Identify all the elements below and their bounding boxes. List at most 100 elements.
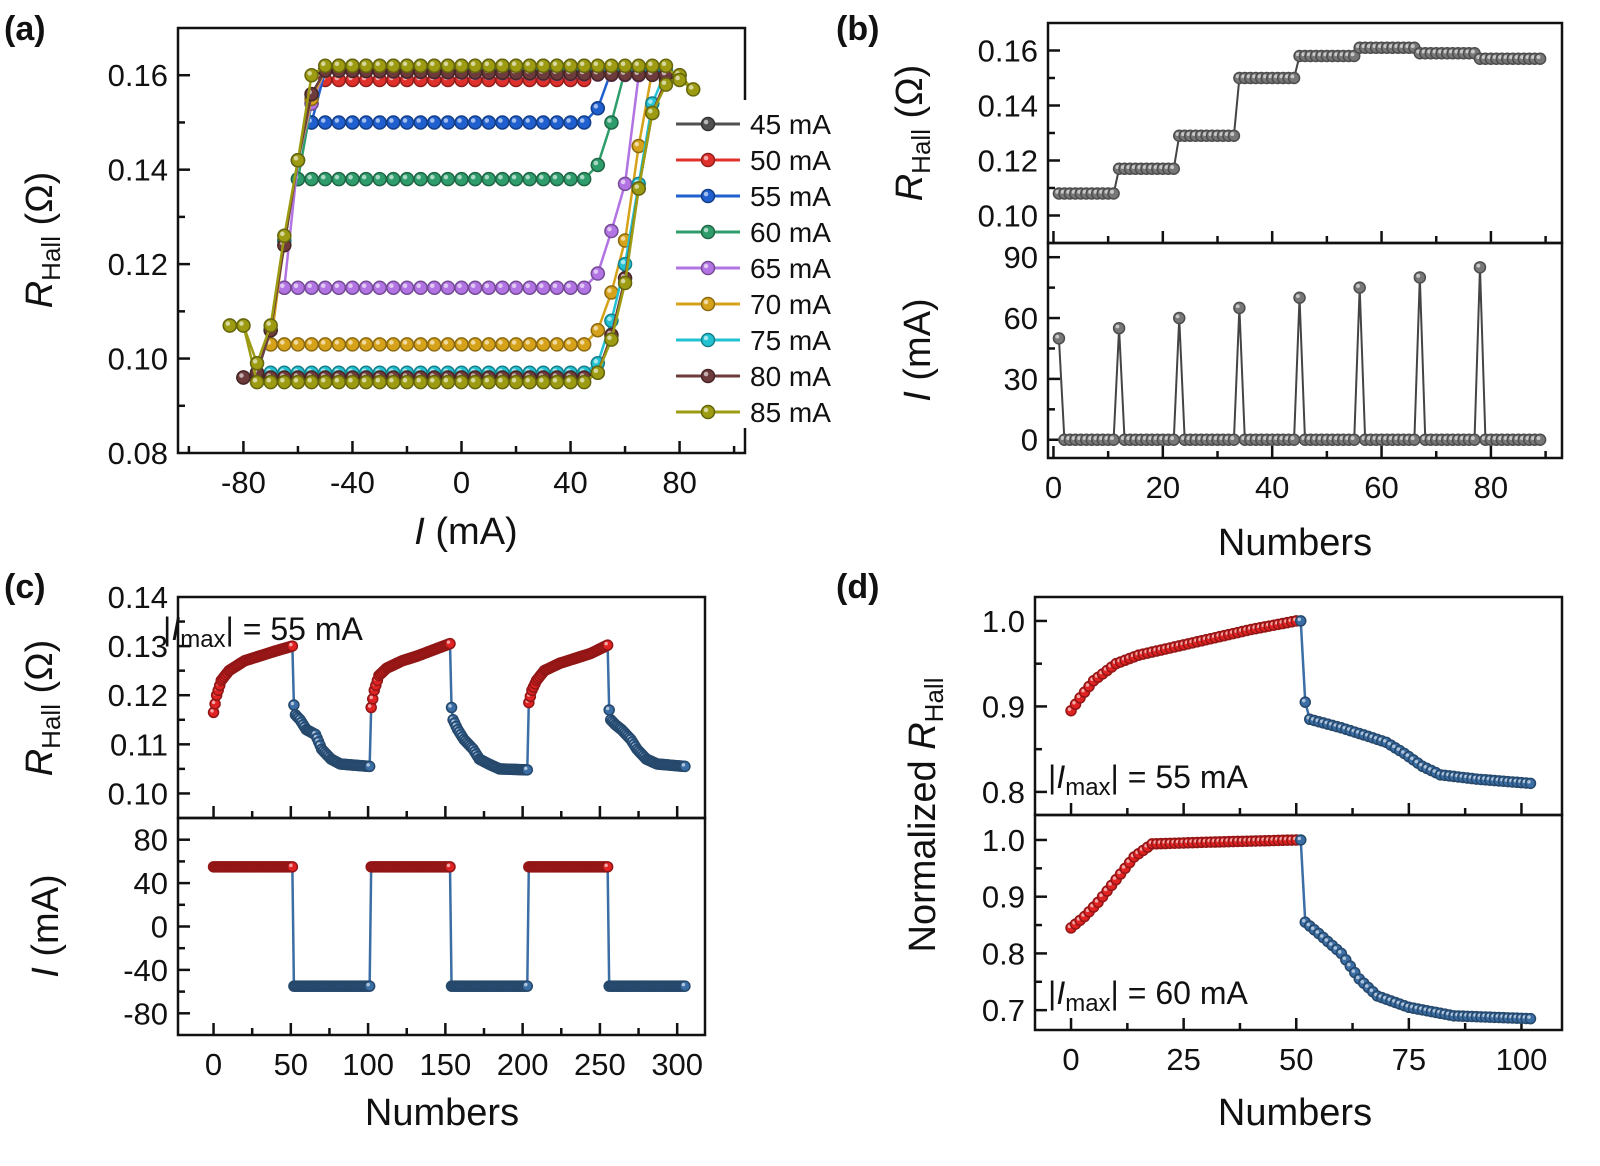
data-point	[481, 171, 497, 187]
data-point-highlight	[320, 283, 326, 289]
data-point-highlight	[484, 283, 490, 289]
legend-marker	[700, 188, 716, 204]
data-point	[331, 337, 347, 352]
data-point-highlight	[511, 377, 517, 383]
legend: 45 mA 50 mA 55 mA 60 mA 65 mA 70 mA 75 mA 80 mA…	[668, 100, 843, 428]
b-x-axis-title: Numbers	[1218, 522, 1372, 564]
data-point-highlight	[320, 61, 326, 67]
data-point-highlight	[511, 61, 517, 67]
data-point-highlight	[1365, 984, 1369, 988]
data-point	[467, 58, 483, 74]
data-point	[317, 280, 333, 295]
c-top-y-tick-label: 0.12	[108, 678, 168, 713]
data-point-highlight	[607, 226, 612, 232]
data-point	[685, 82, 701, 97]
data-point-highlight	[566, 61, 571, 67]
data-point	[331, 280, 347, 295]
data-point-highlight	[605, 706, 610, 711]
data-point-highlight	[1470, 49, 1475, 54]
data-point-highlight	[498, 61, 503, 67]
data-point	[277, 228, 292, 244]
data-point-highlight	[579, 174, 585, 180]
data-point-highlight	[566, 340, 571, 345]
data-point-highlight	[1175, 314, 1180, 319]
data-point-highlight	[1414, 759, 1419, 764]
data-point	[467, 171, 483, 187]
data-point	[345, 337, 360, 352]
data-point-highlight	[1410, 436, 1415, 441]
data-point	[426, 280, 442, 295]
chart-a: -80 -40 0 40 80 0.08 0.10 0.12 0.14 0.16 45 mA 50 m…	[108, 26, 843, 500]
a-x-tick-label: 80	[662, 465, 696, 500]
c-bottom-x-tick-label: 50	[274, 1047, 308, 1082]
data-point	[440, 280, 456, 295]
data-point-highlight	[334, 340, 340, 345]
data-point-highlight	[1350, 436, 1355, 441]
c-bottom-y-tick-label: 40	[134, 866, 168, 901]
b-bottom-y-tick-label: 0	[1021, 423, 1038, 458]
data-point	[290, 374, 306, 390]
data-point	[495, 115, 510, 130]
b-bottom-x-tick-label: 0	[1045, 470, 1062, 505]
data-point-highlight	[1306, 922, 1311, 927]
data-point-highlight	[320, 340, 326, 345]
data-point	[426, 374, 442, 390]
d-top-y-tick-label: 1.0	[982, 604, 1025, 639]
d-bottom-x-tick-label: 75	[1392, 1042, 1426, 1077]
data-point-highlight	[566, 174, 571, 180]
legend-marker	[700, 332, 716, 348]
data-point	[549, 115, 565, 130]
d-x-axis-title: Numbers	[1218, 1092, 1372, 1134]
b-bottom-x-tick-label: 20	[1146, 470, 1180, 505]
data-point-highlight	[307, 340, 312, 345]
data-point	[413, 337, 428, 352]
data-point	[658, 77, 674, 92]
data-point	[495, 337, 510, 352]
data-point	[1347, 433, 1361, 446]
data-point	[617, 275, 633, 291]
data-point	[679, 980, 691, 992]
chart-c-bottom: 0 50 100 150 200 250 300 -80 -40 0 40 80	[123, 816, 707, 1082]
data-point-highlight	[470, 61, 476, 67]
data-point	[536, 374, 551, 390]
data-point	[345, 58, 360, 74]
data-point	[617, 176, 633, 192]
data-point-highlight	[524, 982, 528, 987]
series-80-mA	[236, 63, 687, 385]
data-point	[495, 280, 510, 295]
data-point-highlight	[211, 700, 216, 705]
data-point-highlight	[1235, 304, 1240, 309]
data-point-highlight	[607, 316, 612, 322]
data-point	[521, 764, 534, 776]
c-bottom-y-tick-label: 80	[134, 823, 168, 858]
data-point	[1107, 433, 1120, 446]
legend-marker-highlight	[703, 371, 709, 377]
data-point-highlight	[1401, 750, 1405, 754]
data-point	[590, 266, 606, 281]
data-point	[1533, 433, 1547, 446]
data-point	[444, 637, 456, 650]
data-point	[590, 322, 606, 338]
c-bottom-y-tick-label: -40	[123, 953, 168, 988]
data-point-highlight	[1396, 747, 1401, 751]
legend-label: 65 mA	[750, 253, 831, 284]
data-point-highlight	[1099, 893, 1103, 897]
data-point-highlight	[470, 118, 476, 123]
data-point-highlight	[1476, 263, 1481, 268]
data-point-highlight	[634, 61, 640, 67]
data-point	[386, 115, 401, 130]
data-point-highlight	[252, 377, 258, 383]
data-point	[358, 337, 374, 352]
d-bottom-plot-frame	[1033, 813, 1564, 1032]
legend-label: 50 mA	[750, 145, 831, 176]
data-point-highlight	[402, 283, 408, 289]
b-bottom-y-tick-label: 90	[1004, 240, 1038, 275]
data-point	[617, 58, 633, 74]
d-bottom-y-tick-label: 0.7	[982, 993, 1025, 1028]
data-point-highlight	[1170, 436, 1175, 441]
legend-marker-highlight	[703, 299, 709, 305]
data-point	[536, 58, 551, 74]
data-point	[536, 115, 551, 130]
data-point-highlight	[525, 61, 530, 67]
